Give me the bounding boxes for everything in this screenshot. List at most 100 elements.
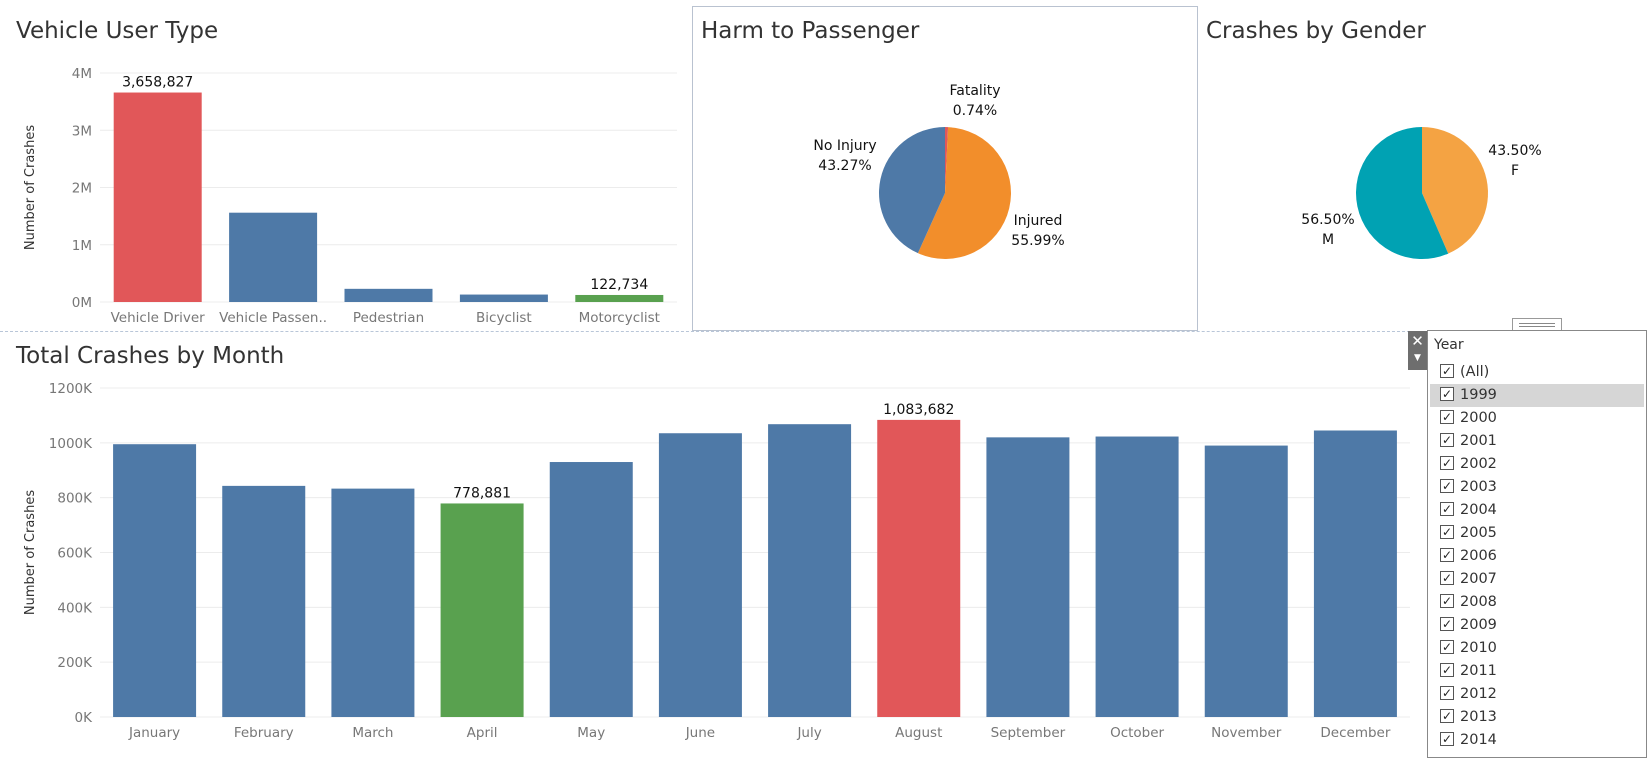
vehicle-user-type-chart: 0M 1M 2M 3M 4M Number of Crashes Vehicle Drive… bbox=[23, 66, 677, 325]
checkbox-icon[interactable]: ✓ bbox=[1440, 548, 1454, 562]
bar-pedestrian[interactable] bbox=[344, 288, 433, 302]
x-tick-label: May bbox=[577, 725, 605, 741]
year-option-label: 2000 bbox=[1460, 410, 1497, 426]
year-filter-list: ✓ (All) ✓ 1999 ✓ 2000 ✓ 2001 ✓ 2002 ✓ 2003 ✓ 2004 ✓ 200… bbox=[1430, 361, 1644, 752]
y-tick-label: 1200K bbox=[49, 381, 93, 397]
year-option-2004[interactable]: ✓ 2004 bbox=[1430, 499, 1644, 522]
checkbox-icon[interactable]: ✓ bbox=[1440, 364, 1454, 378]
bar-may[interactable] bbox=[549, 462, 633, 717]
pie-label-no-injury: No Injury 43.27% bbox=[813, 138, 876, 174]
y-axis-label: Number of Crashes bbox=[23, 490, 38, 615]
year-option-label: 2002 bbox=[1460, 456, 1497, 472]
pie-slice-m[interactable] bbox=[1356, 127, 1449, 259]
bar-january[interactable] bbox=[113, 444, 197, 717]
checkbox-icon[interactable]: ✓ bbox=[1440, 479, 1454, 493]
year-option-2014[interactable]: ✓ 2014 bbox=[1430, 729, 1644, 752]
bar-july[interactable] bbox=[768, 424, 852, 717]
year-option-2013[interactable]: ✓ 2013 bbox=[1430, 706, 1644, 729]
year-option-2008[interactable]: ✓ 2008 bbox=[1430, 591, 1644, 614]
bar-vehicle-driver[interactable] bbox=[113, 92, 202, 302]
year-option-2009[interactable]: ✓ 2009 bbox=[1430, 614, 1644, 637]
year-filter-title: Year bbox=[1434, 337, 1464, 353]
harm-to-passenger-title: Harm to Passenger bbox=[701, 18, 920, 44]
year-option-label: 2011 bbox=[1460, 663, 1497, 679]
bar-bicyclist[interactable] bbox=[459, 294, 548, 302]
bar-march[interactable] bbox=[331, 488, 415, 717]
year-option-label: 2013 bbox=[1460, 709, 1497, 725]
year-option-2002[interactable]: ✓ 2002 bbox=[1430, 453, 1644, 476]
x-tick-label: February bbox=[234, 725, 294, 741]
year-option-2011[interactable]: ✓ 2011 bbox=[1430, 660, 1644, 683]
year-option-label: 2003 bbox=[1460, 479, 1497, 495]
y-tick-label: 2M bbox=[72, 181, 92, 197]
bar-october[interactable] bbox=[1095, 436, 1179, 717]
crashes-by-gender-title: Crashes by Gender bbox=[1206, 18, 1426, 44]
year-option-2007[interactable]: ✓ 2007 bbox=[1430, 568, 1644, 591]
bar-august[interactable] bbox=[877, 419, 961, 717]
total-crashes-by-month-chart: 0K 200K 400K 600K 800K 1000K 1200K Number of Cr… bbox=[23, 381, 1410, 741]
bar-june[interactable] bbox=[658, 433, 742, 717]
year-option-2001[interactable]: ✓ 2001 bbox=[1430, 430, 1644, 453]
checkbox-icon[interactable]: ✓ bbox=[1440, 502, 1454, 516]
bar-vehicle-passen[interactable] bbox=[229, 212, 318, 302]
year-option-label: 2014 bbox=[1460, 732, 1497, 748]
y-axis-label: Number of Crashes bbox=[23, 125, 38, 250]
x-tick-label: Vehicle Passen.. bbox=[219, 310, 327, 325]
y-tick-label: 0K bbox=[75, 710, 94, 726]
checkbox-icon[interactable]: ✓ bbox=[1440, 410, 1454, 424]
year-option-2012[interactable]: ✓ 2012 bbox=[1430, 683, 1644, 706]
pie-slice-f[interactable] bbox=[1422, 127, 1488, 254]
crashes-by-gender-chart: 43.50% F 56.50% M bbox=[1301, 127, 1542, 259]
bar-december[interactable] bbox=[1313, 430, 1397, 717]
x-tick-label: January bbox=[128, 725, 180, 741]
vehicle-user-type-title: Vehicle User Type bbox=[16, 18, 219, 44]
x-tick-label: Pedestrian bbox=[353, 310, 424, 325]
x-tick-label: September bbox=[991, 725, 1066, 741]
checkbox-icon[interactable]: ✓ bbox=[1440, 663, 1454, 677]
checkbox-icon[interactable]: ✓ bbox=[1440, 732, 1454, 746]
dropdown-icon[interactable]: ▼ bbox=[1414, 353, 1421, 363]
checkbox-icon[interactable]: ✓ bbox=[1440, 686, 1454, 700]
resize-grip[interactable] bbox=[1512, 318, 1562, 330]
checkbox-icon[interactable]: ✓ bbox=[1440, 571, 1454, 585]
pie-slice-no-injury[interactable] bbox=[878, 127, 945, 254]
checkbox-icon[interactable]: ✓ bbox=[1440, 387, 1454, 401]
year-option-2010[interactable]: ✓ 2010 bbox=[1430, 637, 1644, 660]
pie-slice-fatality[interactable] bbox=[945, 127, 949, 193]
bar-november[interactable] bbox=[1204, 445, 1288, 717]
pie-label-m: 56.50% M bbox=[1301, 212, 1354, 248]
checkbox-icon[interactable]: ✓ bbox=[1440, 456, 1454, 470]
x-tick-label: July bbox=[796, 725, 821, 741]
year-option-all[interactable]: ✓ (All) bbox=[1430, 361, 1644, 384]
close-icon[interactable]: ✕ bbox=[1411, 332, 1424, 350]
checkbox-icon[interactable]: ✓ bbox=[1440, 594, 1454, 608]
year-option-1999[interactable]: ✓ 1999 bbox=[1430, 384, 1644, 407]
y-tick-label: 1M bbox=[72, 238, 92, 254]
y-tick-label: 800K bbox=[57, 491, 93, 507]
year-option-label: 2004 bbox=[1460, 502, 1497, 518]
y-tick-label: 4M bbox=[72, 66, 92, 82]
checkbox-icon[interactable]: ✓ bbox=[1440, 709, 1454, 723]
pie-slice-injured[interactable] bbox=[917, 127, 1011, 260]
bar-september[interactable] bbox=[986, 437, 1070, 717]
total-crashes-by-month-title: Total Crashes by Month bbox=[16, 343, 285, 369]
bar-motorcyclist[interactable] bbox=[575, 294, 664, 302]
pie-label-f: 43.50% F bbox=[1488, 143, 1541, 179]
data-label: 3,658,827 bbox=[122, 75, 193, 91]
year-option-label: 2012 bbox=[1460, 686, 1497, 702]
year-option-2005[interactable]: ✓ 2005 bbox=[1430, 522, 1644, 545]
bar-february[interactable] bbox=[222, 485, 306, 717]
y-tick-label: 600K bbox=[57, 546, 93, 562]
panel-divider bbox=[0, 331, 1420, 332]
year-option-2003[interactable]: ✓ 2003 bbox=[1430, 476, 1644, 499]
checkbox-icon[interactable]: ✓ bbox=[1440, 525, 1454, 539]
checkbox-icon[interactable]: ✓ bbox=[1440, 640, 1454, 654]
pie-label-injured: Injured 55.99% bbox=[1011, 213, 1064, 249]
bar-april[interactable] bbox=[440, 503, 524, 717]
checkbox-icon[interactable]: ✓ bbox=[1440, 617, 1454, 631]
checkbox-icon[interactable]: ✓ bbox=[1440, 433, 1454, 447]
y-tick-label: 400K bbox=[57, 600, 93, 616]
year-option-2000[interactable]: ✓ 2000 bbox=[1430, 407, 1644, 430]
x-tick-label: November bbox=[1211, 725, 1282, 741]
year-option-2006[interactable]: ✓ 2006 bbox=[1430, 545, 1644, 568]
